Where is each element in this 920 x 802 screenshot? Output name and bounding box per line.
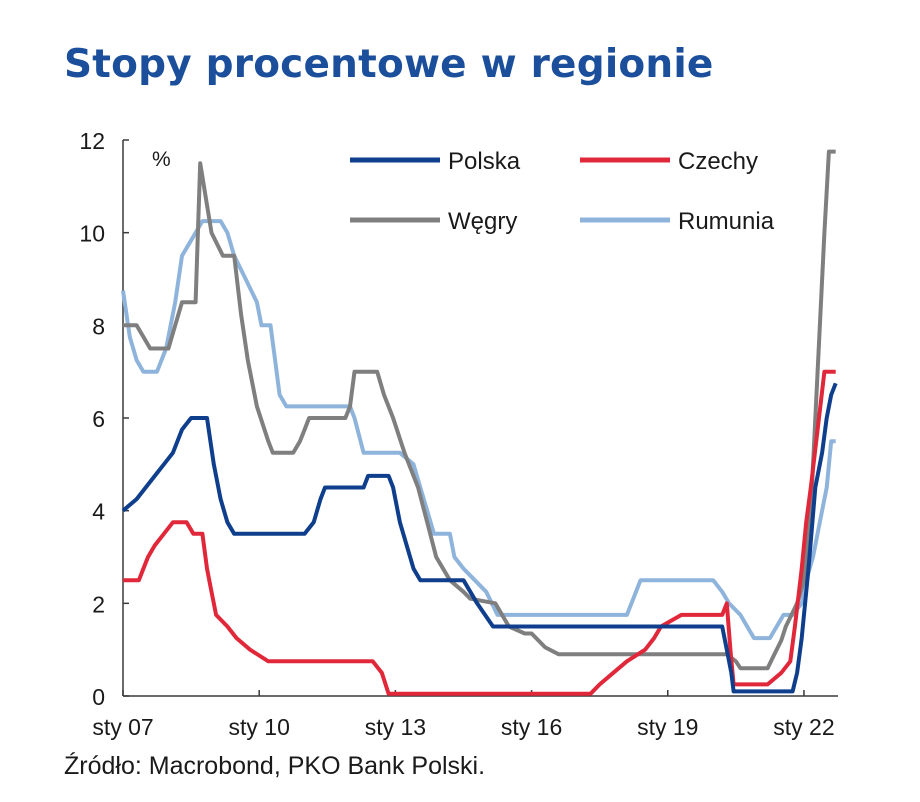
chart-legend: Polska Czechy Węgry Rumunia bbox=[350, 148, 775, 235]
series-line-rumunia bbox=[121, 219, 836, 641]
y-tick-label: 8 bbox=[92, 313, 105, 339]
series-line-polska bbox=[121, 382, 838, 694]
legend-label: Rumunia bbox=[678, 208, 775, 235]
legend-label: Czechy bbox=[678, 148, 758, 175]
y-tick-label: 2 bbox=[92, 591, 105, 617]
y-tick-label: 0 bbox=[92, 684, 105, 710]
x-tick-label: sty 22 bbox=[773, 714, 834, 740]
x-tick-label: sty 19 bbox=[637, 714, 698, 740]
x-tick-label: sty 10 bbox=[229, 714, 290, 740]
chart-title: Stopy procentowe w regionie bbox=[64, 42, 714, 87]
chart-axes: 0 2 4 6 8 10 12% sty 07 sty 10 sty 13 sty 16 sty 19… bbox=[79, 128, 838, 740]
x-tick-label: sty 07 bbox=[92, 714, 153, 740]
y-tick-label: 4 bbox=[92, 499, 105, 525]
y-tick-label: 12 bbox=[79, 128, 105, 154]
series-line-węgry bbox=[123, 149, 836, 671]
x-tick-label: sty 13 bbox=[365, 714, 426, 740]
legend-label: Polska bbox=[448, 148, 521, 175]
legend-label: Węgry bbox=[448, 208, 517, 235]
source-note: Źródło: Macrobond, PKO Bank Polski. bbox=[64, 752, 486, 780]
y-tick-label: 6 bbox=[92, 406, 105, 432]
unit-label: % bbox=[152, 148, 171, 171]
y-tick-label: 10 bbox=[79, 221, 105, 247]
x-tick-label: sty 16 bbox=[501, 714, 562, 740]
series-line-czechy bbox=[123, 369, 836, 696]
chart-series bbox=[121, 149, 838, 696]
